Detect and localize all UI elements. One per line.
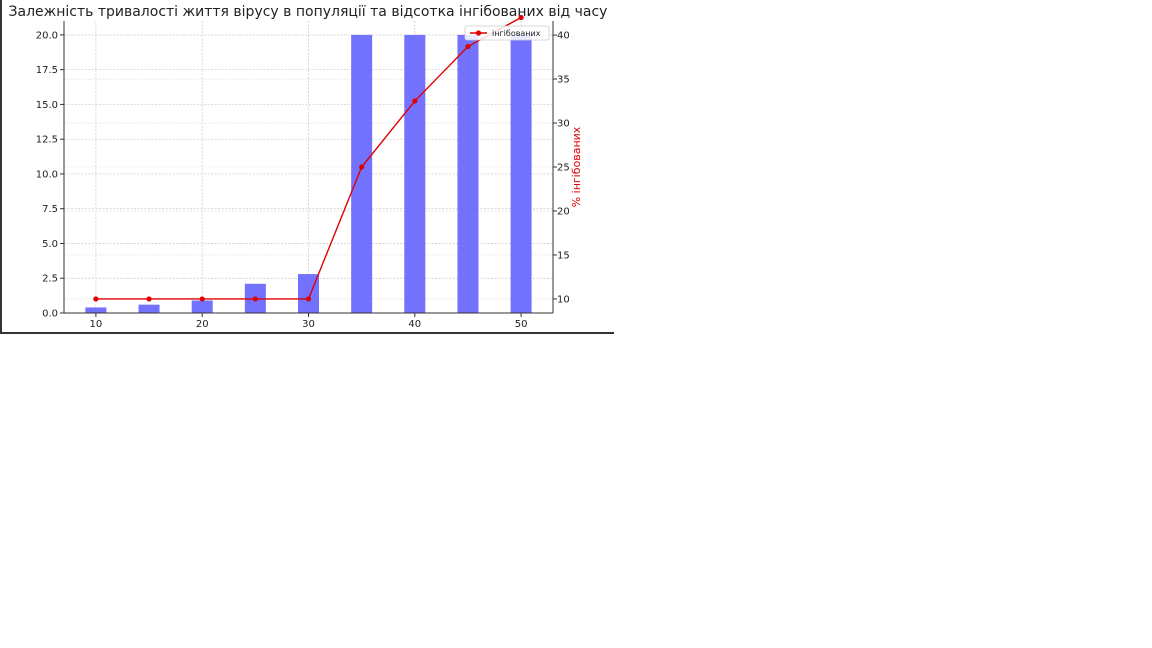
- inhibited-point: [199, 296, 205, 302]
- y-tick-label: 10.0: [36, 169, 58, 180]
- inhibited-point: [412, 98, 418, 104]
- x-tick-label: 10: [90, 319, 103, 330]
- y2-tick-label: 30: [557, 119, 570, 130]
- inhibited-point: [93, 296, 99, 302]
- y2-tick-label: 10: [557, 294, 570, 305]
- bars-layer: [85, 34, 532, 314]
- inhibited-point: [252, 296, 258, 302]
- inhibited-point: [465, 43, 471, 50]
- inhibited-point: [305, 296, 312, 302]
- y2-tick-label: 35: [557, 75, 570, 86]
- y2-tick-label: 25: [557, 163, 570, 174]
- y-tick-label: 0.0: [42, 309, 58, 320]
- legend: інгібованих: [464, 25, 550, 41]
- x-tick-label: 50: [515, 319, 528, 330]
- x-tick-label: 20: [196, 319, 209, 330]
- y-tick-label: 17.5: [36, 65, 58, 76]
- bar: [510, 34, 532, 314]
- y-tick-label: 2.5: [42, 274, 58, 285]
- chart-figure: Залежність тривалості життя вірусу в поп…: [0, 0, 614, 334]
- legend-box: [464, 25, 550, 41]
- y2-tick-label: 40: [557, 31, 570, 42]
- bar: [191, 300, 213, 313]
- y2-tick-label: 15: [557, 250, 570, 261]
- chart-svg: Залежність тривалості життя вірусу в поп…: [0, 0, 614, 334]
- inhibited-point: [359, 164, 365, 170]
- bar: [85, 307, 107, 313]
- y-tick-label: 7.5: [42, 204, 58, 215]
- bar: [404, 34, 426, 314]
- y-tick-label: 12.5: [36, 135, 58, 146]
- legend-marker-swatch: [475, 30, 482, 36]
- bar: [298, 274, 319, 313]
- legend-label: інгібованих: [492, 29, 541, 38]
- chart-title: Залежність тривалості життя вірусу в поп…: [9, 4, 608, 20]
- y2-tick-label: 20: [557, 206, 570, 217]
- line-layer: [93, 14, 524, 302]
- bar: [351, 34, 373, 314]
- x-tick-label: 40: [408, 319, 421, 330]
- y-tick-label: 15.0: [36, 100, 58, 111]
- x-tick-label: 30: [302, 319, 315, 330]
- bar: [457, 34, 479, 314]
- y-tick-label: 5.0: [42, 239, 58, 250]
- y-tick-label: 20.0: [36, 30, 58, 41]
- right-axis-label: % інгібованих: [570, 126, 583, 207]
- bar: [138, 304, 160, 313]
- axes-layer: 10 20 30 40 50 0.0 2.5 5.0 7.5 10.0 12.5 15.0 17.5 20…: [36, 21, 570, 330]
- inhibited-point: [518, 14, 524, 21]
- inhibited-point: [146, 296, 152, 302]
